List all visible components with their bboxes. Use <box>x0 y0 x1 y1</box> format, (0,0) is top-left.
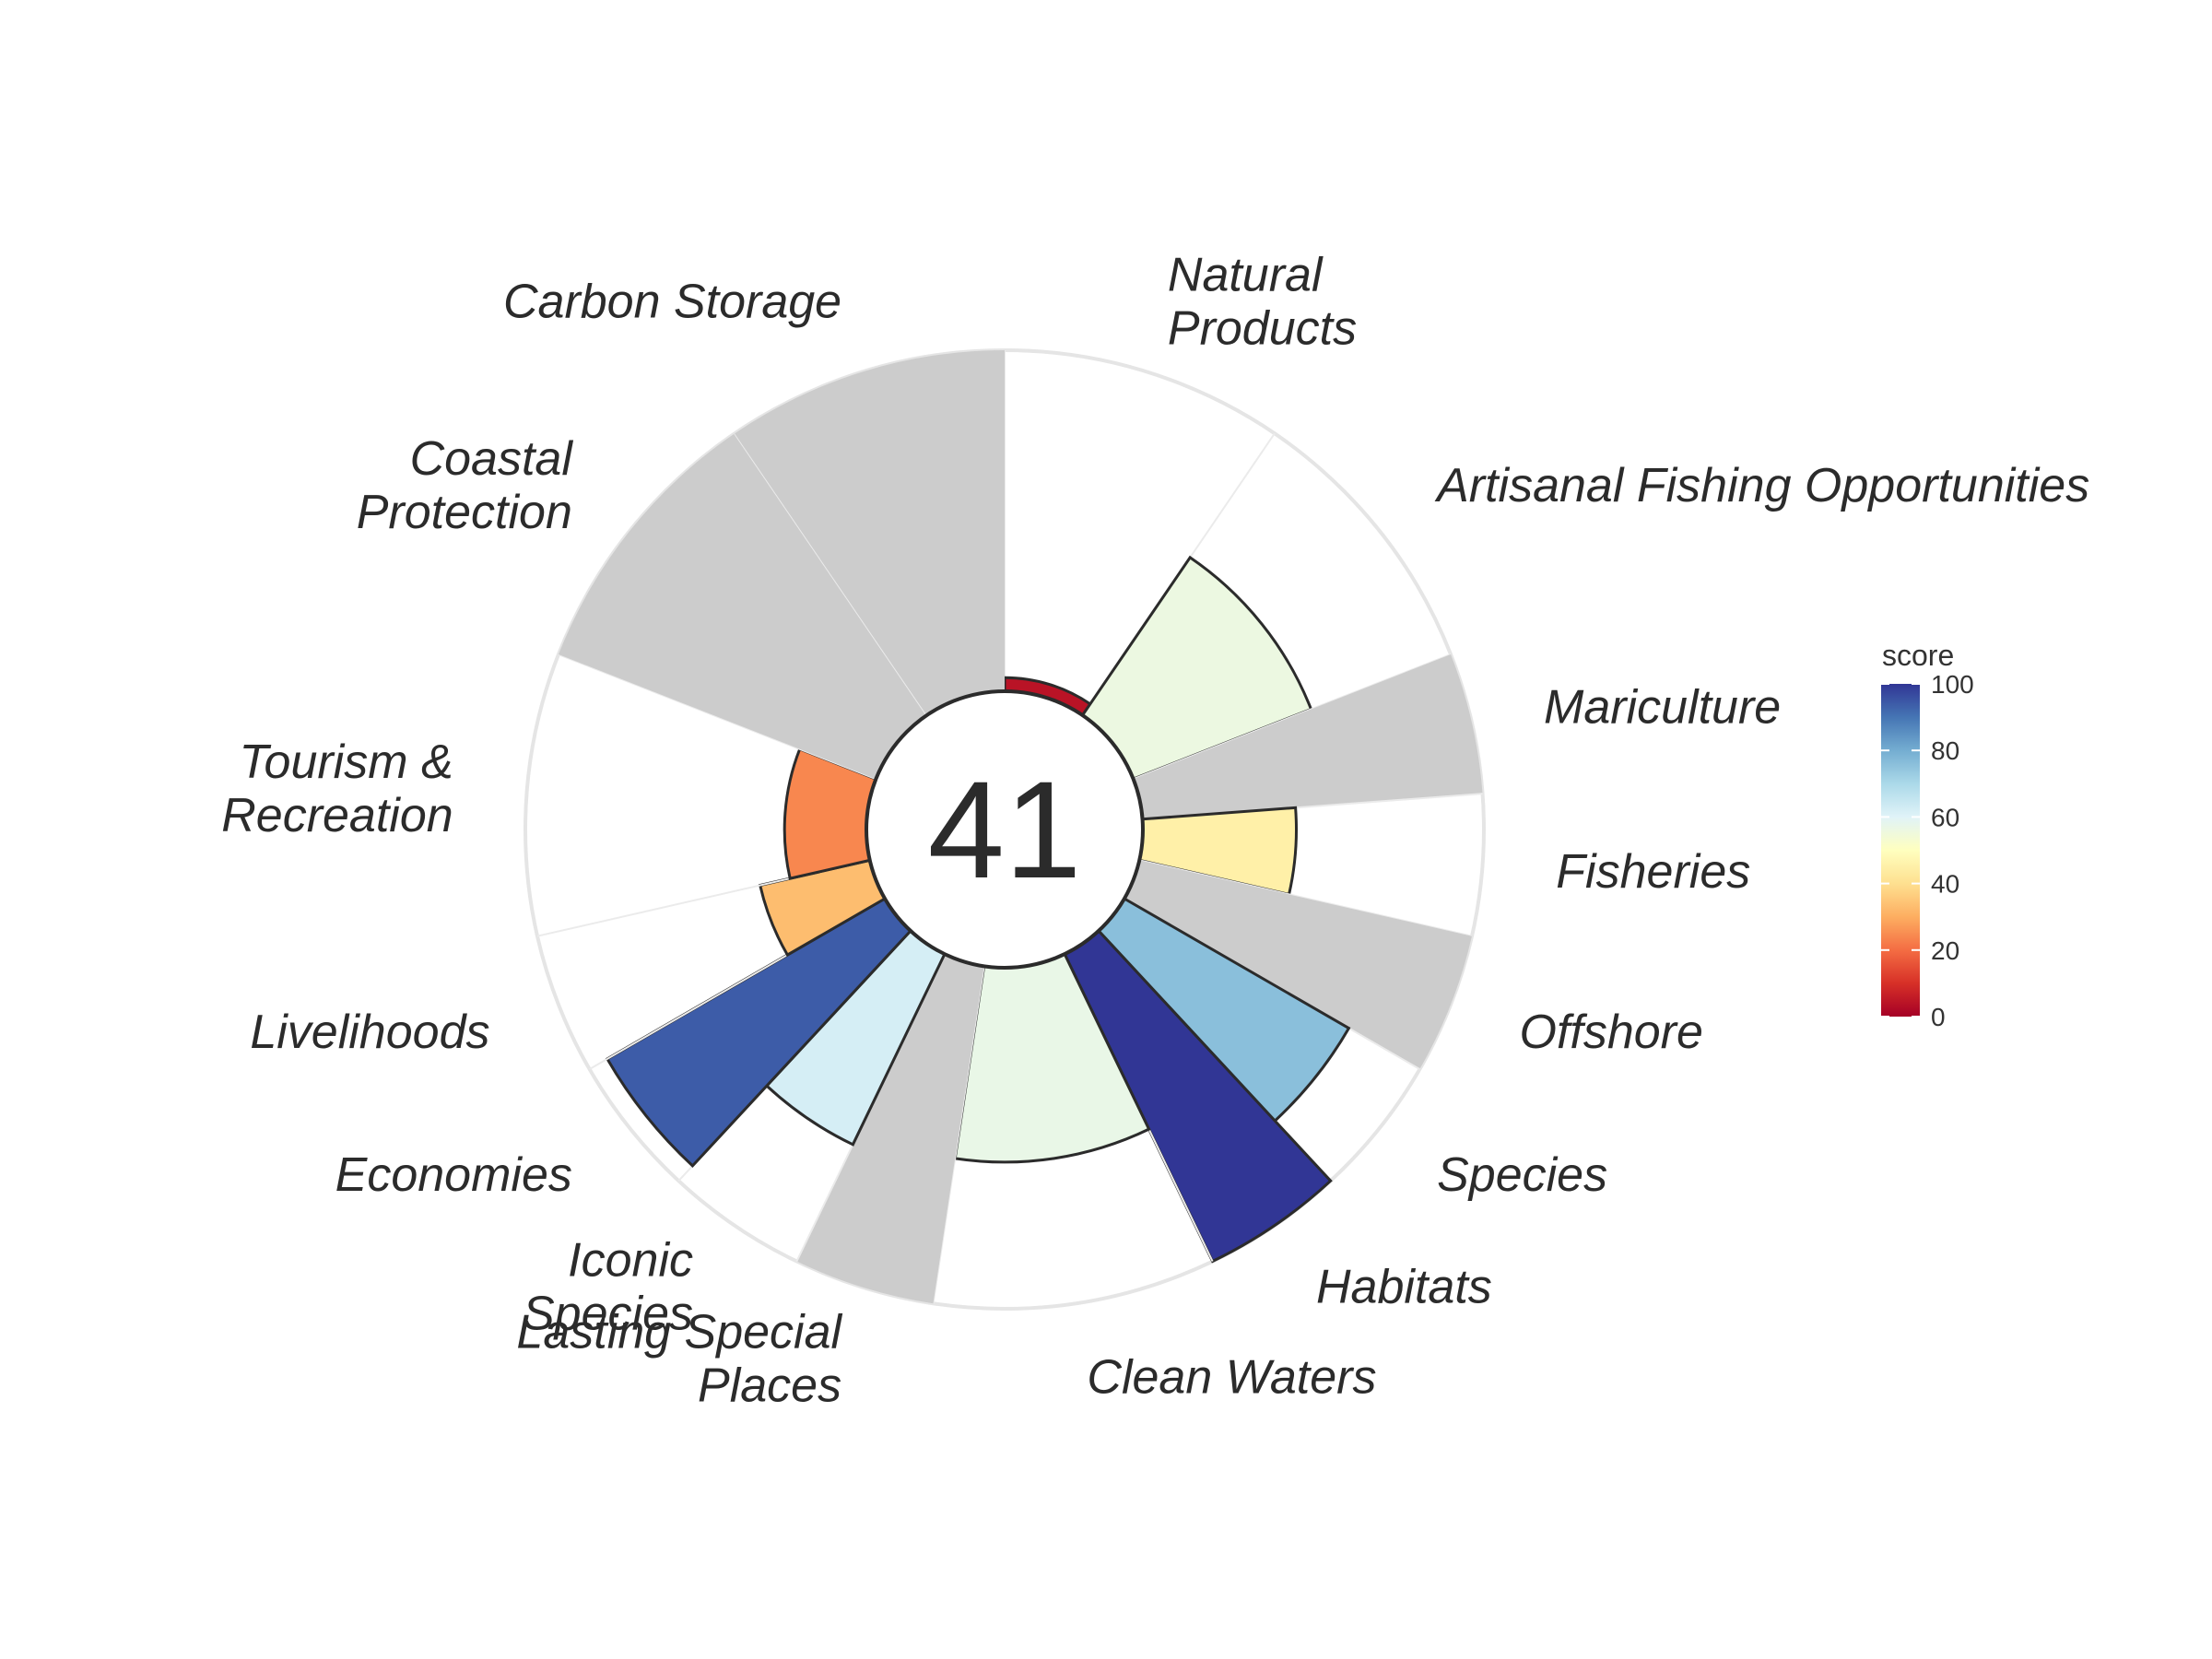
goal-label-line: Livelihoods <box>250 1006 489 1059</box>
goal-label-line: Protection <box>357 486 572 539</box>
goal-label-iconic-species: Iconic Species <box>523 1234 693 1341</box>
goal-label-lasting-special-places: Lasting Special Places <box>516 1305 842 1412</box>
color-legend: score 0 20 40 60 80 100 <box>1881 639 1974 1031</box>
goal-label-clean-waters: Clean Waters <box>1087 1350 1376 1404</box>
goal-label-line: Natural <box>1168 249 1324 302</box>
legend-colorbar <box>1881 684 1920 1017</box>
petal-missing-coastal-protection <box>558 433 927 780</box>
goal-label-fisheries: Fisheries <box>1556 845 1750 899</box>
goal-label-line: Species <box>523 1288 693 1341</box>
goal-label-line: Mariculture <box>1544 681 1781 735</box>
goal-labels: Natural Products Artisanal Fishing Opportu… <box>221 249 2089 1413</box>
goal-label-line: Lasting Special <box>516 1305 842 1359</box>
goal-label-natural-products: Natural Products <box>1168 249 1357 356</box>
goal-label-coastal-protection: Coastal Protection <box>357 432 574 539</box>
legend-tick-label: 60 <box>1931 803 1959 831</box>
goal-label-line: Economies <box>335 1148 572 1202</box>
goal-label-line: Tourism & <box>240 735 453 789</box>
goal-label-line: Habitats <box>1316 1261 1492 1314</box>
sector-divider <box>558 653 877 781</box>
goal-label-line: Coastal <box>410 432 574 486</box>
goal-label-line: Species <box>1437 1148 1607 1202</box>
goal-label-carbon-storage: Carbon Storage <box>503 276 841 329</box>
petal-missing-carbon-storage <box>735 350 1005 716</box>
sector-divider <box>1139 859 1473 937</box>
goal-label-line: Places <box>698 1359 841 1412</box>
goal-label-line: Products <box>1168 302 1357 356</box>
legend-title: score <box>1882 639 1954 672</box>
goal-label-line: Recreation <box>221 789 453 842</box>
overall-score: 41 <box>928 752 1082 907</box>
legend-tick-label: 100 <box>1931 670 1974 699</box>
goal-label-species: Species <box>1437 1148 1607 1202</box>
goal-label-artisanal-fishing-opportunities: Artisanal Fishing Opportunities <box>1434 459 2089 512</box>
goal-label-line: Fisheries <box>1556 845 1750 899</box>
goal-label-economies: Economies <box>335 1148 572 1202</box>
center-circle <box>865 689 1145 970</box>
goal-label-livelihoods: Livelihoods <box>250 1006 489 1059</box>
goal-label-tourism-recreation: Tourism & Recreation <box>221 735 453 842</box>
goal-label-offshore: Offshore <box>1520 1006 1703 1059</box>
legend-tick-label: 20 <box>1931 936 1959 965</box>
petal-missing-lasting-special-places <box>796 954 984 1304</box>
legend-tick-label: 80 <box>1931 736 1959 765</box>
petals <box>524 348 1486 1311</box>
goal-label-line: Clean Waters <box>1087 1350 1376 1404</box>
petal-missing-mariculture <box>1133 654 1483 819</box>
goal-label-habitats: Habitats <box>1316 1261 1492 1314</box>
goal-label-mariculture: Mariculture <box>1544 681 1781 735</box>
goal-label-line: Offshore <box>1520 1006 1703 1059</box>
petal-missing-offshore <box>1124 860 1472 1069</box>
legend-tick-label: 0 <box>1931 1003 1946 1031</box>
legend-ticks: 0 20 40 60 80 100 <box>1881 670 1974 1031</box>
legend-tick-label: 40 <box>1931 870 1959 899</box>
goal-label-line: Artisanal Fishing Opportunities <box>1434 459 2089 512</box>
goal-label-line: Iconic <box>568 1234 693 1288</box>
goal-label-line: Carbon Storage <box>503 276 841 329</box>
